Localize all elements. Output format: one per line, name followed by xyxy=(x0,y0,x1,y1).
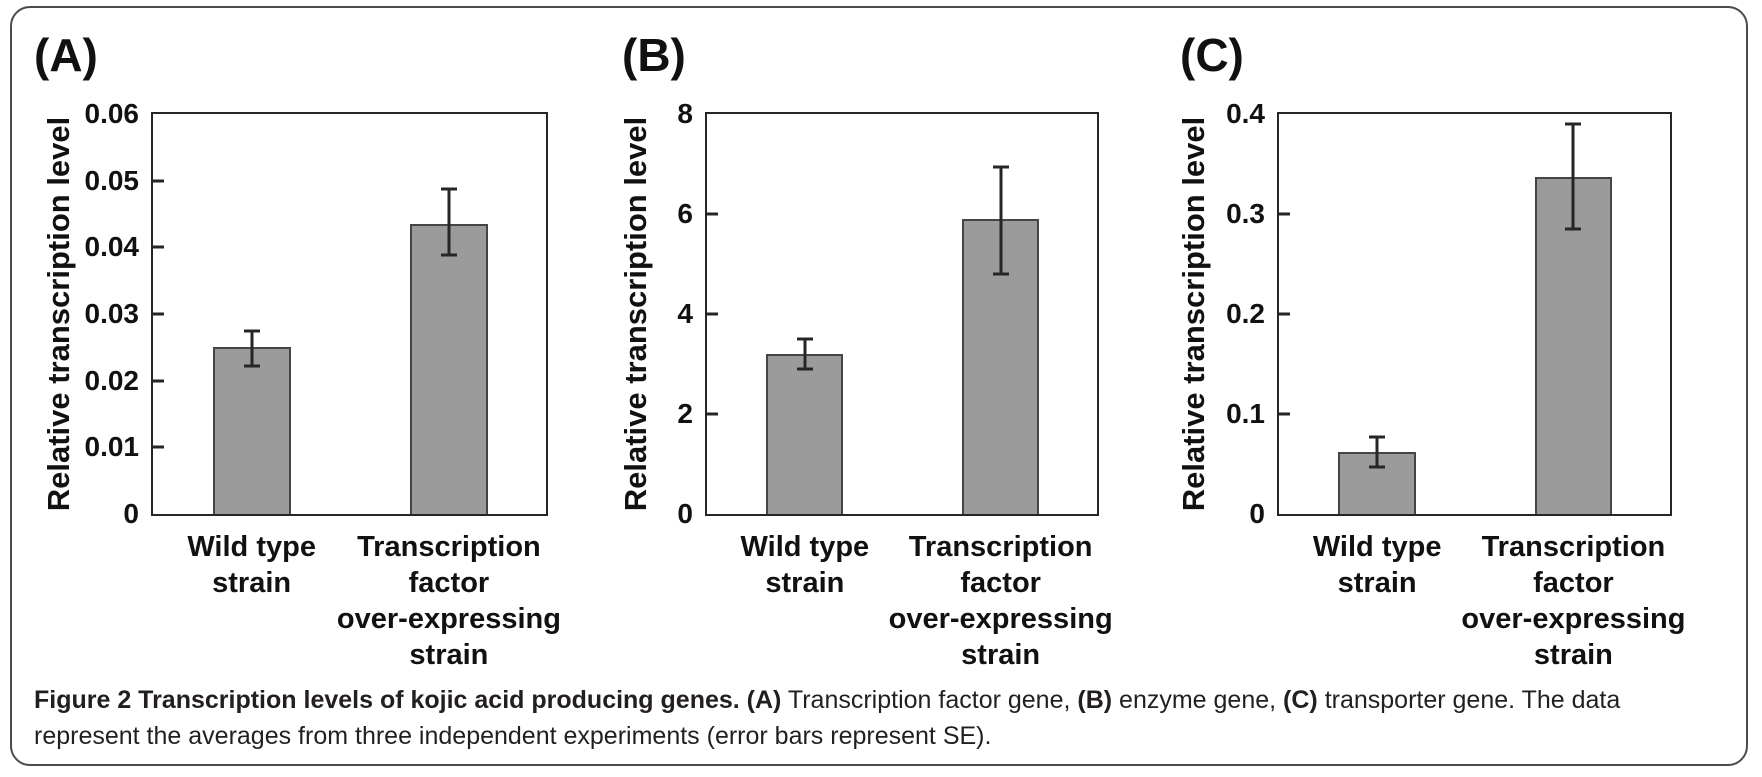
bar-wild-type xyxy=(212,347,291,514)
panel-label: (B) xyxy=(622,29,686,81)
error-bar-cap-top xyxy=(440,187,457,191)
plot-box: Relative transcription level 0 0.1 0.2 0.3 0.… xyxy=(1176,98,1685,671)
panel-label: (A) xyxy=(34,29,98,81)
caption-bold-segment: (A) xyxy=(746,686,782,714)
y-tick-label: 0.03 xyxy=(84,298,140,329)
category-label: Transcription factor over-expressing strain xyxy=(337,529,561,673)
error-bar-cap-top xyxy=(796,337,813,341)
category-label-line: strain xyxy=(409,639,489,671)
category-label: Transcription factor over-expressing strain xyxy=(889,529,1113,673)
error-bar-cap-bottom xyxy=(243,364,260,368)
y-axis-title: Relative transcription level xyxy=(618,116,653,512)
category-label-line: factor xyxy=(960,567,1041,599)
y-tick-label: 0 xyxy=(123,498,139,529)
y-tick-mark xyxy=(153,245,164,249)
category-label-line: strain xyxy=(1533,639,1613,671)
y-tick-mark xyxy=(153,312,164,316)
category-label-line: Wild type xyxy=(187,531,316,563)
category-label-line: factor xyxy=(408,567,490,599)
y-tick-label: 0.3 xyxy=(1226,198,1265,229)
category-label-line: Transcription xyxy=(357,531,541,563)
caption-bold-segment: (B) xyxy=(1077,686,1113,714)
y-tick-label: 4 xyxy=(677,298,693,329)
y-tick-mark xyxy=(153,379,164,383)
error-bar-cap-bottom xyxy=(440,253,457,257)
category-label-line: strain xyxy=(212,567,292,599)
caption-bold-segment: (C) xyxy=(1283,686,1318,714)
plot-box: Relative transcription level 0 0.01 0.02 0.0… xyxy=(41,98,561,671)
y-tick-label: 0.04 xyxy=(84,231,140,263)
y-tick-mark xyxy=(153,179,164,183)
error-bar-cap-bottom xyxy=(1369,465,1386,469)
error-bar xyxy=(250,331,254,366)
y-tick-label: 0 xyxy=(677,498,693,529)
y-axis-title: Relative transcription level xyxy=(41,116,76,512)
error-bar xyxy=(1375,437,1379,467)
caption-segment: enzyme gene, xyxy=(1112,686,1284,714)
category-label: Wild type strain xyxy=(1313,529,1442,601)
y-tick-label: 8 xyxy=(677,98,693,129)
category-label-line: Transcription xyxy=(908,531,1093,563)
caption-bold-segment: Figure 2 Transcription levels of kojic a… xyxy=(34,686,747,714)
category-label-line: over-expressing xyxy=(888,603,1113,635)
figure-caption: Figure 2 Transcription levels of kojic a… xyxy=(34,682,1734,754)
y-tick-label: 0.4 xyxy=(1226,98,1265,129)
category-label-line: Wild type xyxy=(740,531,870,563)
category-label-line: over-expressing xyxy=(336,603,561,635)
y-tick-mark xyxy=(707,312,718,316)
y-tick-mark xyxy=(1279,412,1290,416)
category-label-line: factor xyxy=(1533,567,1614,599)
caption-segment: Transcription factor gene, xyxy=(781,686,1078,714)
category-label-line: Wild type xyxy=(1312,531,1442,563)
y-tick-label: 0.06 xyxy=(84,98,140,129)
error-bar-cap-top xyxy=(1565,122,1582,126)
panel-label: (C) xyxy=(1180,29,1244,81)
y-tick-label: 6 xyxy=(677,198,693,229)
error-bar-cap-top xyxy=(992,165,1009,168)
y-tick-mark xyxy=(707,412,718,416)
bar-over-expressing xyxy=(410,224,488,514)
caption-line: represent the averages from three indepe… xyxy=(34,718,1734,754)
y-tick-label: 0.02 xyxy=(84,364,140,396)
error-bar-cap-bottom xyxy=(992,272,1009,276)
error-bar xyxy=(1571,124,1575,229)
category-label: Wild type strain xyxy=(741,529,870,601)
category-label: Transcription factor over-expressing strain xyxy=(1461,529,1685,673)
y-tick-label: 0 xyxy=(1249,498,1265,529)
caption-segment: transporter gene. The data xyxy=(1317,686,1621,714)
caption-line: Figure 2 Transcription levels of kojic a… xyxy=(34,682,1734,718)
error-bar xyxy=(803,339,807,369)
figure-frame: (A) Relative transcription level 0 0.01 0.02… xyxy=(10,6,1748,766)
category-label-line: strain xyxy=(765,567,845,599)
error-bar xyxy=(999,166,1003,274)
error-bar-cap-bottom xyxy=(1565,227,1582,231)
category-label-line: strain xyxy=(961,639,1041,671)
y-tick-label: 2 xyxy=(677,398,693,429)
category-label-line: Transcription xyxy=(1481,531,1666,563)
caption-segment: represent the averages from three indepe… xyxy=(34,722,992,750)
plot-box: Relative transcription level 0 2 4 6 8 Wild ty… xyxy=(618,98,1113,671)
error-bar-cap-bottom xyxy=(796,367,813,371)
y-tick-mark xyxy=(153,445,164,449)
category-label-line: over-expressing xyxy=(1461,603,1686,635)
error-bar-cap-top xyxy=(243,329,260,333)
y-tick-mark xyxy=(1279,312,1290,316)
y-tick-label: 0.01 xyxy=(84,431,140,463)
error-bar-cap-top xyxy=(1369,435,1386,439)
category-label-line: strain xyxy=(1337,567,1417,599)
y-tick-label: 0.05 xyxy=(84,164,140,196)
y-tick-mark xyxy=(707,212,718,216)
bar-wild-type xyxy=(766,354,844,514)
error-bar xyxy=(447,188,451,256)
y-axis-title: Relative transcription level xyxy=(1176,116,1211,512)
y-tick-label: 0.2 xyxy=(1226,298,1265,329)
y-tick-label: 0.1 xyxy=(1226,398,1265,429)
category-label: Wild type strain xyxy=(187,529,316,601)
y-tick-mark xyxy=(1279,212,1290,216)
